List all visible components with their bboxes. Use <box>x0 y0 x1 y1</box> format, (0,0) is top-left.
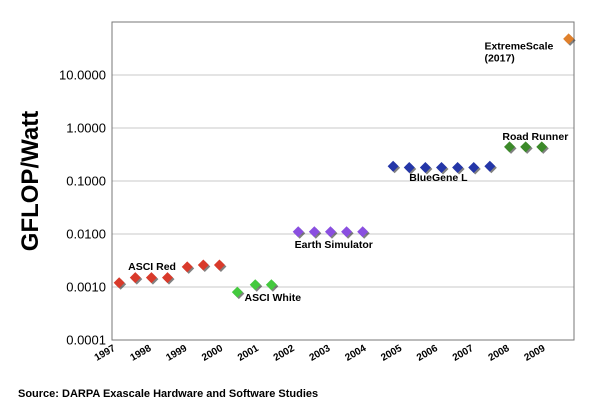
data-point <box>452 161 464 173</box>
y-tick-label: 0.1000 <box>66 174 106 189</box>
annotation-label: Earth Simulator <box>295 239 373 251</box>
x-tick-label: 2005 <box>379 343 404 364</box>
x-tick-label: 2002 <box>272 343 297 364</box>
x-tick-label: 2001 <box>236 343 261 364</box>
x-tick-label: 1998 <box>129 343 154 364</box>
data-point <box>341 226 353 238</box>
y-tick-label: 1.0000 <box>66 121 106 136</box>
y-tick-label: 0.0100 <box>66 227 106 242</box>
data-point <box>162 272 174 284</box>
data-point <box>504 141 516 153</box>
y-tick-label: 10.0000 <box>59 68 106 83</box>
plot-area <box>111 21 575 341</box>
data-point <box>249 279 261 291</box>
data-point <box>468 161 480 173</box>
annotation-label: Road Runner <box>502 131 568 143</box>
x-tick-label: 2000 <box>200 343 225 364</box>
data-point <box>536 141 548 153</box>
data-point <box>265 279 277 291</box>
x-tick-label: 2006 <box>415 343 440 364</box>
data-point <box>292 226 304 238</box>
annotations: ASCI Red ASCI White Earth Simulator BlueGen… <box>128 41 568 304</box>
data-point <box>181 261 193 273</box>
gridlines <box>112 74 574 341</box>
chart: GFLOP/Watt 0.0001 0.0010 0.0100 0.1000 1.000… <box>17 21 576 364</box>
annotation-label: ASCI Red <box>128 261 176 273</box>
data-point <box>308 226 320 238</box>
x-tick-label: 2004 <box>343 343 368 364</box>
data-point <box>403 161 415 173</box>
annotation-label: BlueGene L <box>409 172 468 184</box>
data-point <box>357 226 369 238</box>
data-point <box>484 160 496 172</box>
data-point <box>113 277 125 289</box>
data-point <box>231 286 243 298</box>
data-point <box>129 272 141 284</box>
x-tick-label: 2007 <box>451 343 476 364</box>
data-point <box>324 226 336 238</box>
data-point <box>387 160 399 172</box>
data-point <box>520 141 532 153</box>
data-point <box>197 259 209 271</box>
x-tick-label: 2009 <box>522 343 547 364</box>
data-points <box>113 33 576 300</box>
data-point <box>145 272 157 284</box>
y-tick-label: 0.0010 <box>66 280 106 295</box>
x-tick-label: 1999 <box>164 343 189 364</box>
y-tick-labels: 0.0001 0.0010 0.0100 0.1000 1.0000 10.0000 <box>59 68 106 348</box>
x-tick-label: 2003 <box>308 343 333 364</box>
annotation-label: (2017) <box>484 52 514 64</box>
data-point <box>419 161 431 173</box>
annotation-label: ExtremeScale <box>484 41 553 53</box>
source-note: Source: DARPA Exascale Hardware and Soft… <box>18 388 319 400</box>
data-point <box>435 161 447 173</box>
annotation-label: ASCI White <box>245 292 302 304</box>
x-tick-labels: 1997 1998 1999 2000 2001 2002 2003 2004 2005 2006… <box>93 343 548 364</box>
data-point <box>563 33 575 45</box>
y-tick-label: 0.0001 <box>66 333 106 348</box>
data-point <box>213 259 225 271</box>
x-tick-label: 2008 <box>487 343 512 364</box>
y-axis-label: GFLOP/Watt <box>17 111 44 251</box>
